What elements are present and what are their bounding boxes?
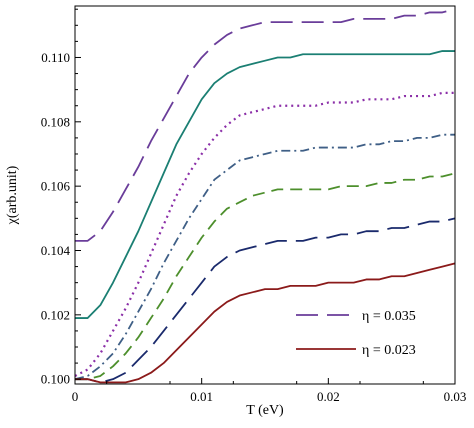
y-axis-label: χ(arb.unit): [5, 165, 20, 225]
y-tick-label: 0.100: [41, 372, 70, 387]
legend-label-7: η = 0.023: [362, 343, 416, 358]
y-tick-label: 0.104: [41, 243, 71, 258]
x-axis: 0 0.01 0.02 0.03: [72, 378, 467, 404]
legend: η = 0.035 η = 0.023: [296, 309, 416, 358]
y-tick-label: 0.108: [41, 114, 70, 129]
x-tick-label: 0.03: [444, 389, 467, 404]
series-line-6: [75, 217, 456, 384]
series-line-5: [75, 172, 456, 381]
series-line-7: [75, 262, 456, 384]
x-axis-label: T (eV): [246, 403, 284, 418]
legend-label-1: η = 0.035: [362, 309, 416, 324]
x-tick-label: 0.01: [190, 389, 213, 404]
series-layer: [74, 8, 456, 384]
series-line-4: [74, 133, 455, 381]
x-tick-label: 0.02: [317, 389, 340, 404]
plot-frame: [74, 5, 456, 385]
y-tick-label: 0.106: [41, 179, 71, 194]
x-tick-label: 0: [72, 389, 79, 404]
y-axis: 0.100 0.102 0.104 0.106 0.108 0.110: [41, 8, 81, 387]
series-line-2: [75, 50, 455, 319]
y-tick-label: 0.110: [41, 50, 70, 65]
series-line-1: [75, 8, 456, 242]
y-tick-label: 0.102: [41, 307, 70, 322]
series-line-3: [74, 91, 455, 377]
